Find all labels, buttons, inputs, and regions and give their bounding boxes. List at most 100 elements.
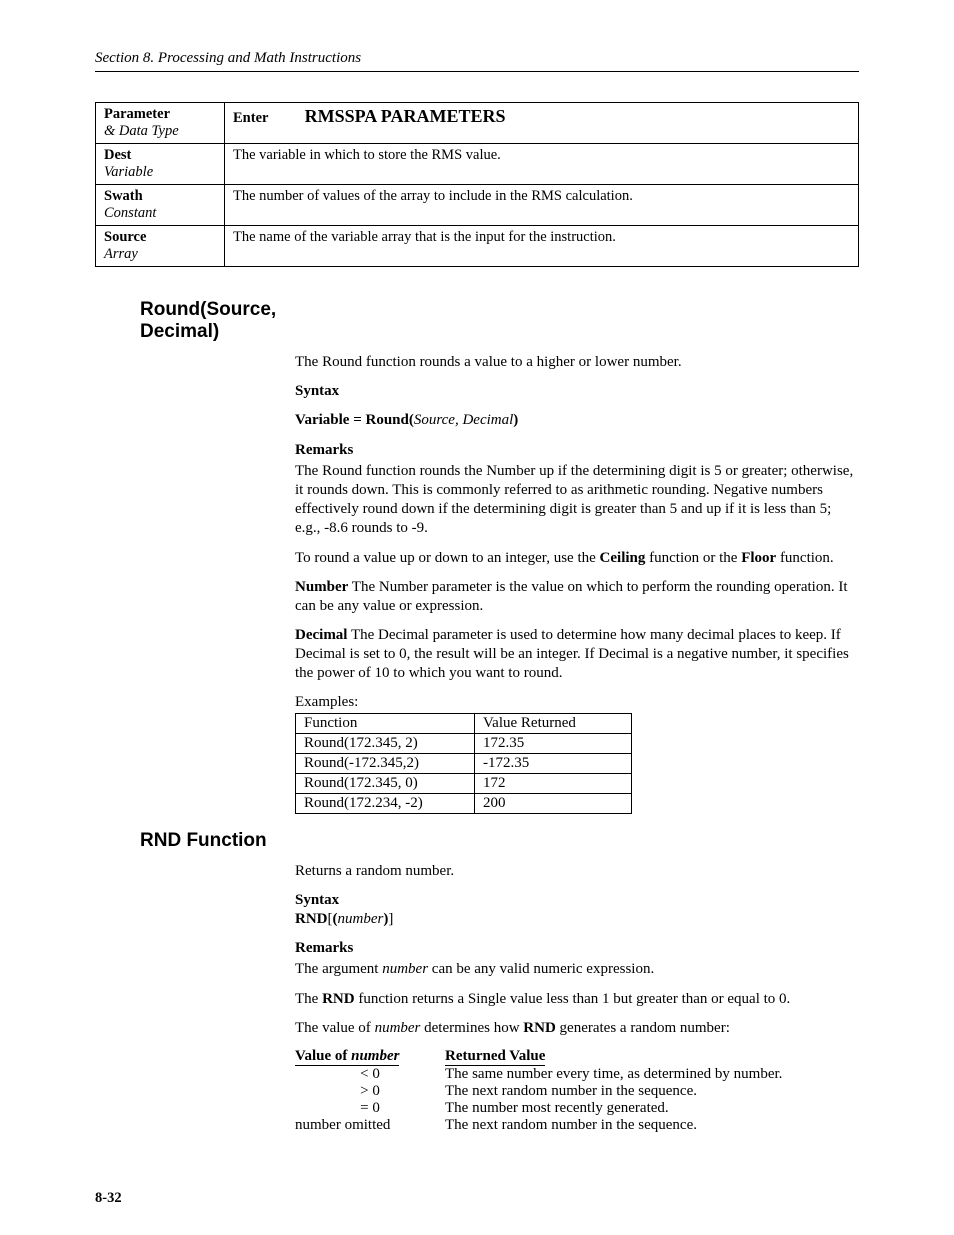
t: Returned Value [445,1048,545,1066]
round-number-text: The Number parameter is the value on whi… [295,579,847,614]
round-syntax-label: Syntax [295,382,859,401]
param-type: Variable [104,164,153,180]
t: The argument [295,961,382,977]
examples-row: Round(172.345, 2)172.35 [296,733,632,753]
t: determines how [420,1020,523,1036]
rnd-remarks-p2: The RND function returns a Single value … [295,990,859,1009]
rnd-value-row: number omittedThe next random number in … [295,1117,859,1134]
round-intro: The Round function rounds a value to a h… [295,353,859,372]
examples-row: Round(172.345, 0)172 [296,773,632,793]
t: function or the [645,550,741,566]
ex-c0: Round(-172.345,2) [296,753,475,773]
param-row: Dest Variable The variable in which to s… [96,144,859,185]
param-name-cell: Dest Variable [96,144,225,185]
rnd-syntax-label: Syntax [295,892,339,908]
t: Value of [295,1048,351,1064]
t: ] [388,911,393,927]
examples-header-c1: Value Returned [475,713,632,733]
rnd-value-table: Value of number Returned Value < 0The sa… [295,1048,859,1134]
rnd-remarks-p1: The argument number can be any valid num… [295,960,859,979]
ex-c1: 200 [475,793,632,813]
rnd-remarks-label: Remarks [295,940,353,956]
round-examples-table: Function Value Returned Round(172.345, 2… [295,713,632,814]
round-heading: Round(Source, Decimal) [140,299,295,343]
param-header-line2: & Data Type [104,123,179,139]
round-remarks-p2: To round a value up or down to an intege… [295,549,859,568]
round-syntax-args: Source, Decimal [414,412,513,428]
round-examples-label: Examples: [295,694,859,711]
t: Ceiling [600,550,646,566]
ex-c0: Round(172.234, -2) [296,793,475,813]
rnd-body: Returns a random number. Syntax RND[(num… [295,862,859,1134]
ex-c1: 172 [475,773,632,793]
t: number [338,911,384,927]
enter-label: Enter [233,110,301,127]
examples-header-row: Function Value Returned [296,713,632,733]
t: function returns a Single value less tha… [355,991,791,1007]
t: RND [295,911,328,927]
round-remarks-label: Remarks [295,442,353,458]
rnd-remarks-p3: The value of number determines how RND g… [295,1019,859,1038]
t: number [375,1020,421,1036]
round-decimal-label: Decimal [295,627,347,643]
param-table-title: RMSSPA PARAMETERS [305,106,506,126]
param-row: Source Array The name of the variable ar… [96,226,859,267]
examples-header-c0: Function [296,713,475,733]
examples-row: Round(-172.345,2)-172.35 [296,753,632,773]
t: number [351,1048,399,1064]
vc1: The number most recently generated. [445,1100,669,1117]
rnd-value-row: < 0The same number every time, as determ… [295,1066,859,1083]
vc1: The next random number in the sequence. [445,1117,697,1134]
page-number: 8-32 [95,1190,122,1207]
param-name-cell: Swath Constant [96,185,225,226]
section-rule [95,71,859,72]
param-type: Array [104,246,138,262]
round-remarks-p1: The Round function rounds the Number up … [295,462,859,539]
page: Section 8. Processing and Math Instructi… [0,0,954,1235]
param-desc: The name of the variable array that is t… [225,226,859,267]
round-body: The Round function rounds a value to a h… [295,353,859,814]
t: function. [776,550,834,566]
vc1: The next random number in the sequence. [445,1083,697,1100]
t: generates a random number: [556,1020,730,1036]
param-table: Parameter & Data Type Enter RMSSPA PARAM… [95,102,859,267]
round-decimal-p: Decimal The Decimal parameter is used to… [295,626,859,684]
t: can be any valid numeric expression. [428,961,654,977]
rnd-value-header-c1: Returned Value [445,1048,545,1066]
vc0: < 0 [295,1066,445,1083]
vc0: number omitted [295,1117,445,1134]
param-name: Dest [104,147,131,163]
param-desc: The variable in which to store the RMS v… [225,144,859,185]
rnd-value-row: > 0The next random number in the sequenc… [295,1083,859,1100]
round-number-p: Number The Number parameter is the value… [295,578,859,616]
round-decimal-text: The Decimal parameter is used to determi… [295,627,849,681]
rnd-value-header: Value of number Returned Value [295,1048,859,1066]
param-header-line1: Parameter [104,106,170,122]
rnd-value-header-c0: Value of number [295,1048,445,1066]
rnd-syntax: RND[(number)] [295,910,859,929]
t: number [382,961,428,977]
vc0: = 0 [295,1100,445,1117]
param-desc: The number of values of the array to inc… [225,185,859,226]
param-table-header-row: Parameter & Data Type Enter RMSSPA PARAM… [96,103,859,144]
ex-c1: -172.35 [475,753,632,773]
rnd-heading: RND Function [140,830,859,852]
ex-c0: Round(172.345, 2) [296,733,475,753]
ex-c1: 172.35 [475,733,632,753]
round-number-label: Number [295,579,348,595]
t: The value of [295,1020,375,1036]
t: To round a value up or down to an intege… [295,550,600,566]
round-syntax-prefix: Variable = Round( [295,412,414,428]
t: Floor [741,550,776,566]
param-name: Swath [104,188,143,204]
section-header: Section 8. Processing and Math Instructi… [95,50,859,67]
t: The [295,991,322,1007]
ex-c0: Round(172.345, 0) [296,773,475,793]
examples-row: Round(172.234, -2)200 [296,793,632,813]
param-table-header-col0: Parameter & Data Type [96,103,225,144]
rnd-value-row: = 0The number most recently generated. [295,1100,859,1117]
param-table-header-col1: Enter RMSSPA PARAMETERS [225,103,859,144]
rnd-intro: Returns a random number. [295,862,859,881]
round-syntax-suffix: ) [513,412,518,428]
param-type: Constant [104,205,156,221]
